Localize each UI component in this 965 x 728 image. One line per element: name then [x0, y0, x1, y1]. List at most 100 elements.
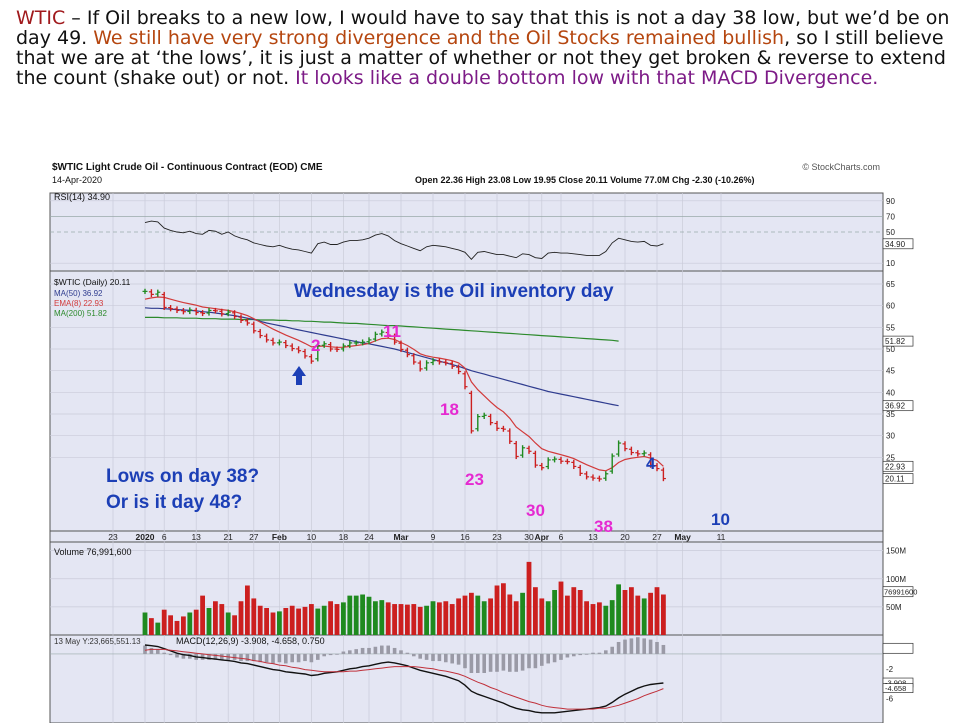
macd-histogram-bar [328, 653, 333, 656]
macd-histogram-bar [648, 639, 653, 654]
macd-histogram-bar [616, 641, 621, 654]
legend-ma50: MA(50) 36.92 [54, 289, 103, 298]
volume-bar [424, 605, 429, 635]
stock-chart: 65 60 55 50 45 40 35 30 25 51.82 36.92 22.93 20.11 23… [40, 155, 932, 724]
price-marker-box [882, 335, 914, 347]
volume-bar [552, 590, 557, 635]
macd-histogram-bar [399, 650, 403, 654]
macd-histogram-bar [418, 653, 422, 659]
volume-bar [629, 587, 634, 635]
rsi-tick-label: 10 [886, 259, 895, 268]
volume-bar [622, 590, 628, 635]
volume-bar [661, 594, 666, 635]
date-tick-label: 9 [431, 532, 436, 542]
price-marker-box [882, 400, 914, 412]
macd-histogram-bar [405, 652, 410, 654]
price-marker-label: 22.93 [885, 462, 906, 471]
date-tick-label: 6 [559, 532, 564, 542]
volume-bar [488, 598, 493, 635]
volume-bar [590, 604, 596, 635]
volume-bar [270, 612, 276, 635]
rsi-marker-label: 34.90 [885, 240, 906, 249]
macd-histogram-bar [437, 653, 442, 662]
date-tick-label: 11 [717, 532, 726, 542]
macd-label: MACD(12,26,9) -3.908, -4.658, 0.750 [176, 636, 325, 646]
date-tick-label: 2020 [136, 532, 155, 542]
date-tick-label: May [674, 532, 691, 542]
volume-bar [597, 602, 602, 635]
price-tick-label: 60 [886, 302, 895, 311]
date-tick-label: 23 [492, 532, 502, 542]
macd-histogram-bar [277, 653, 282, 663]
macd-histogram-bar [424, 653, 429, 660]
date-tick-label: 23 [108, 532, 118, 542]
macd-histogram-bar [252, 653, 256, 662]
macd-histogram-bar [316, 653, 320, 660]
price-series [142, 288, 666, 482]
date-tick-label: 21 [223, 532, 233, 542]
macd-histogram-bar [495, 653, 499, 672]
rsi-line [144, 220, 664, 260]
volume-series [142, 561, 666, 635]
legend-ema8: EMA(8) 22.93 [54, 299, 104, 308]
volume-bar [539, 598, 545, 635]
macd-tick-label: -2 [886, 665, 894, 674]
macd-histogram-bar [392, 647, 397, 654]
volume-bar [264, 608, 269, 635]
volume-bar [469, 592, 474, 635]
date-tick-label: 18 [339, 532, 349, 542]
macd-line [144, 644, 664, 714]
volume-bar [565, 595, 570, 635]
macd-histogram-bar [463, 653, 467, 669]
date-tick-label: 24 [364, 532, 374, 542]
chart-svg: 65605550454035302551.8236.9222.9320.1123… [40, 155, 932, 724]
volume-bar [373, 601, 378, 635]
date-tick-label: 27 [249, 532, 259, 542]
volume-bar [283, 608, 289, 635]
volume-bar [545, 601, 551, 635]
macd-histogram-bar [354, 649, 358, 654]
volume-tick-label: 100M [886, 575, 906, 584]
macd-histogram-bar [552, 653, 557, 663]
volume-bar [392, 604, 397, 635]
volume-bar [635, 595, 641, 635]
macd-series [143, 637, 666, 714]
macd-histogram-bar [156, 649, 160, 654]
price-panel [49, 270, 884, 532]
volume-bar [641, 598, 647, 635]
ema8-line [144, 296, 664, 472]
volume-bar [475, 595, 481, 635]
rsi-tick-label: 90 [886, 197, 895, 206]
macd-histogram-bar [565, 653, 570, 658]
volume-bar [341, 602, 346, 635]
rsi-marker-box [882, 238, 914, 250]
macd-histogram-bar [642, 638, 646, 654]
volume-bar [385, 602, 391, 635]
macd-histogram-bar [469, 653, 474, 673]
volume-bar [501, 583, 506, 635]
macd-histogram-bar [450, 653, 454, 664]
volume-bar [456, 598, 461, 635]
macd-histogram-bar [636, 637, 640, 654]
macd-histogram-bar [284, 653, 288, 664]
macd-histogram-bar [456, 653, 461, 665]
volume-bar [302, 606, 308, 635]
volume-marker-label: 76991600 [884, 588, 917, 597]
macd-histogram-bar [559, 653, 563, 660]
date-tick-label: Apr [534, 532, 549, 542]
volume-bar [558, 581, 564, 635]
macd-histogram-bar [149, 647, 154, 654]
macd-marker-label: -3.908 [885, 679, 906, 688]
macd-histogram-bar [508, 653, 512, 672]
macd-histogram-bar [604, 650, 608, 654]
volume-label: Volume 76,991,600 [54, 547, 132, 557]
legend-symbol: $WTIC (Daily) 20.11 [54, 277, 131, 287]
macd-histogram-bar [207, 653, 211, 660]
macd-histogram-bar [213, 653, 218, 660]
volume-bar [417, 606, 423, 635]
commentary-text-4: It looks like a double bottom low with t… [295, 67, 879, 89]
volume-bar [533, 587, 538, 635]
macd-overlay: 13 May Y:23,665,551.13 [54, 637, 141, 646]
price-tick-label: 30 [886, 432, 895, 441]
macd-hist-marker-box [882, 642, 914, 654]
